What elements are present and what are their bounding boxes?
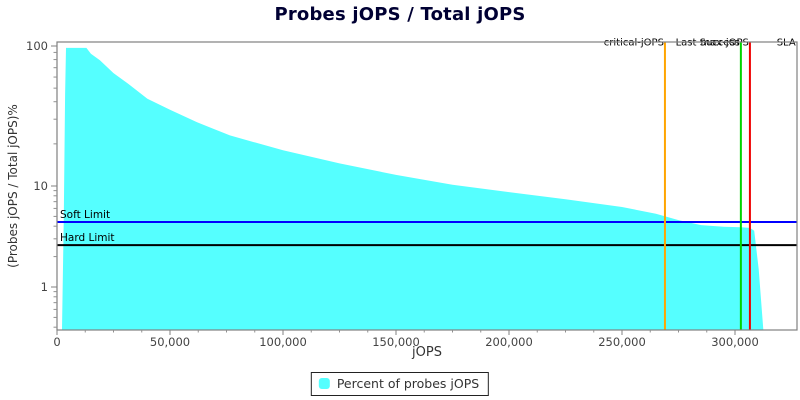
area-series-percent-of-probes-jops: [62, 47, 764, 331]
y-axis-tick-label: 10: [33, 179, 48, 193]
vline-label-last-success: Last Success: [676, 38, 740, 49]
hline-label-hard-limit: Hard Limit: [60, 232, 115, 244]
chart-title: Probes jOPS / Total jOPS: [274, 4, 526, 25]
x-axis-tick-label: 50,000: [150, 335, 190, 349]
vline-label-critical-jops: critical-jOPS: [604, 38, 664, 49]
y-axis-tick-label: 100: [26, 39, 48, 53]
x-axis-tick-label: 250,000: [598, 335, 646, 349]
legend-series-marker: [318, 378, 330, 389]
x-axis-tick-label: 0: [53, 335, 60, 349]
y-axis-tick-label: 1: [41, 280, 48, 294]
x-axis-tick-label: 200,000: [485, 335, 533, 349]
x-axis-title: jOPS: [412, 345, 442, 360]
hline-label-soft-limit: Soft Limit: [60, 209, 110, 221]
vline-label-max-jops: max-jOPS: [700, 38, 748, 49]
legend-series-label: Percent of probes jOPS: [336, 376, 480, 391]
x-axis-tick-label: 150,000: [372, 335, 420, 349]
legend: Percent of probes jOPS: [310, 372, 490, 396]
y-axis-title: (Probes jOPS / Total jOPS)%: [6, 104, 20, 268]
x-axis-tick-label: 300,000: [711, 335, 759, 349]
vline-label-sla: SLA: [777, 38, 796, 49]
x-axis-tick-label: 100,000: [259, 335, 307, 349]
